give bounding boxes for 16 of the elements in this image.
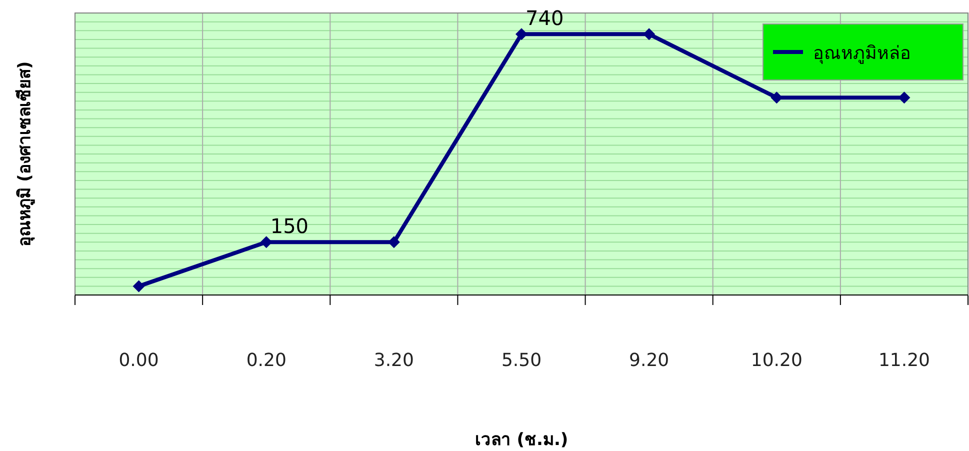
x-tick-label: 10.20	[750, 350, 802, 371]
y-axis-title: อุณหภูมิ (องศาเซลเซียส)	[14, 61, 36, 247]
data-label: 740	[526, 6, 564, 30]
x-tick-label: 5.50	[501, 350, 542, 371]
point	[516, 28, 528, 40]
data-label: 150	[270, 214, 309, 238]
point	[132, 280, 145, 292]
point	[643, 28, 656, 40]
x-tick-label: 11.20	[878, 350, 930, 371]
x-tick-label: 0.00	[118, 350, 159, 371]
x-tick-label: 0.20	[246, 350, 286, 371]
x-tick-label: 3.20	[374, 350, 414, 371]
x-axis-title: เวลา (ช.ม.)	[474, 430, 568, 450]
x-tick-label: 9.20	[629, 350, 670, 371]
point	[260, 236, 272, 248]
legend-label: อุณหภูมิหล่อ	[813, 43, 911, 64]
